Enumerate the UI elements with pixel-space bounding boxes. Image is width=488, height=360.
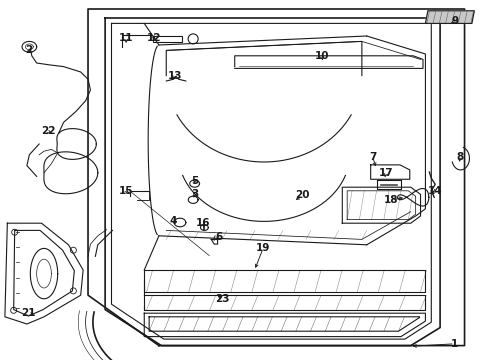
Text: 18: 18 [383,195,398,205]
Text: 21: 21 [21,308,36,318]
Text: 14: 14 [427,186,442,196]
Text: 6: 6 [215,232,222,242]
Text: 10: 10 [314,51,328,61]
Text: 9: 9 [450,16,457,26]
Text: 5: 5 [191,176,198,186]
Text: 2: 2 [25,45,32,55]
Text: 13: 13 [167,71,182,81]
Text: 11: 11 [119,33,133,43]
Text: 12: 12 [146,33,161,43]
Text: 20: 20 [294,190,309,201]
Text: 7: 7 [368,152,376,162]
Text: 8: 8 [455,152,462,162]
Text: 19: 19 [255,243,270,253]
Text: 23: 23 [215,294,229,304]
Text: 15: 15 [119,186,133,196]
Text: 3: 3 [191,189,198,199]
Text: 4: 4 [169,216,177,226]
Text: 17: 17 [378,168,393,178]
Text: 1: 1 [450,339,457,349]
Polygon shape [425,11,473,23]
Text: 22: 22 [41,126,55,136]
Text: 16: 16 [195,218,210,228]
